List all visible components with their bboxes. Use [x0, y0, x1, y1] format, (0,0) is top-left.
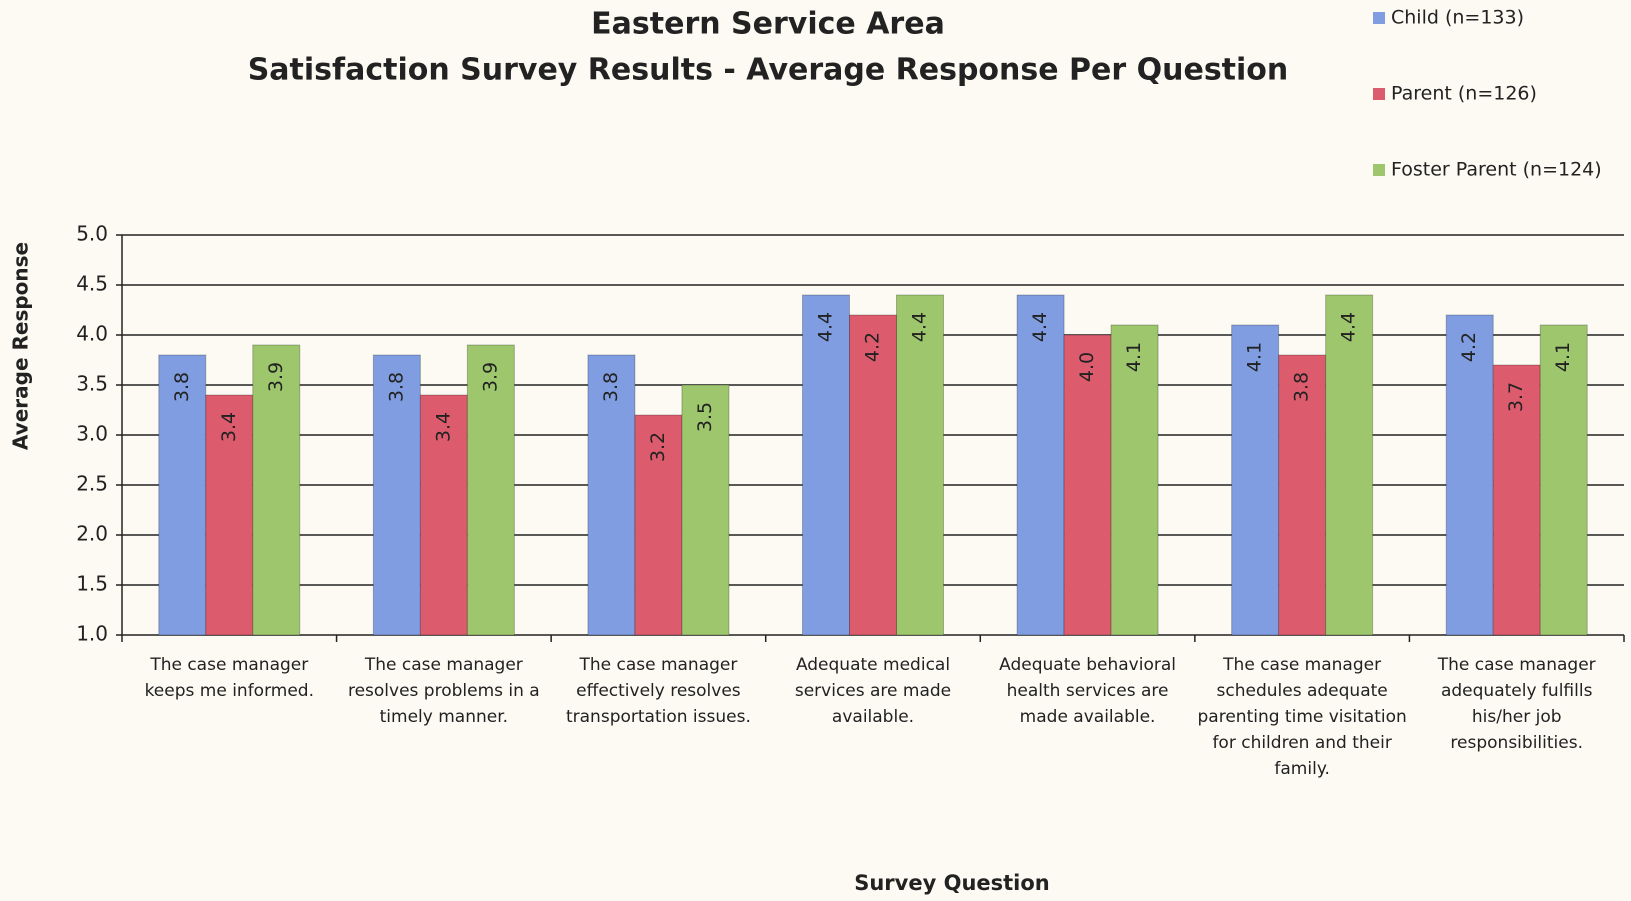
legend-label: Parent (n=126) — [1391, 83, 1537, 105]
bar — [1539, 324, 1588, 636]
value-label: 3.8 — [171, 372, 193, 402]
value-label: 3.4 — [218, 412, 240, 442]
y-tick-label: 1.0 — [76, 622, 108, 646]
value-label: 4.2 — [1458, 332, 1480, 362]
x-tick-label: The case manager effectively resolves tr… — [565, 655, 751, 727]
bar — [419, 394, 468, 636]
value-label: 3.4 — [432, 412, 454, 442]
y-tick-label: 3.5 — [76, 372, 108, 396]
bar — [1445, 314, 1494, 636]
x-tick-label: The case manager adequately fulfills his… — [1437, 655, 1596, 753]
legend-label: Child (n=133) — [1391, 7, 1524, 29]
x-tick-label: The case manager resolves problems in a … — [347, 655, 540, 727]
legend-swatch — [1373, 164, 1385, 176]
bar — [1278, 354, 1327, 636]
bar — [252, 344, 301, 636]
y-tick-label: 2.5 — [76, 472, 108, 496]
value-label: 3.2 — [647, 432, 669, 462]
y-axis-title: Average Response — [9, 242, 33, 450]
value-label: 3.8 — [1291, 372, 1313, 402]
chart-subtitle: Satisfaction Survey Results - Average Re… — [248, 53, 1289, 88]
legend-label: Foster Parent (n=124) — [1391, 159, 1602, 181]
bar — [158, 354, 207, 636]
value-label: 3.9 — [479, 362, 501, 392]
value-label: 3.5 — [694, 402, 716, 432]
value-label: 3.8 — [385, 372, 407, 402]
x-tick-label: Adequate behavioral health services are … — [999, 655, 1176, 727]
bar — [1231, 324, 1280, 636]
bar — [802, 294, 850, 636]
value-label: 4.4 — [1338, 312, 1360, 342]
y-tick-label: 4.5 — [76, 272, 108, 296]
value-label: 3.7 — [1505, 382, 1527, 412]
bar — [1016, 294, 1065, 636]
x-tick-label: Adequate medical services are made avail… — [794, 655, 952, 727]
bar — [1063, 334, 1112, 636]
bar — [681, 384, 730, 636]
y-tick-label: 3.0 — [76, 422, 108, 446]
bar — [466, 344, 515, 636]
y-tick-label: 2.0 — [76, 522, 108, 546]
chart-title: Eastern Service Area — [591, 7, 945, 42]
value-label: 4.4 — [1029, 312, 1051, 342]
bar — [1492, 364, 1541, 636]
x-tick-label: The case manager keeps me informed. — [144, 655, 314, 701]
value-label: 4.4 — [815, 312, 837, 342]
value-label: 4.4 — [909, 312, 931, 342]
bar — [587, 354, 636, 636]
bar — [849, 314, 897, 636]
bar — [372, 354, 421, 636]
bar — [1325, 294, 1374, 636]
value-label: 3.8 — [600, 372, 622, 402]
legend-swatch — [1373, 88, 1385, 100]
value-label: 4.1 — [1123, 342, 1145, 372]
bar — [896, 294, 944, 636]
x-tick-label: The case manager schedules adequate pare… — [1197, 655, 1407, 779]
legend-swatch — [1373, 12, 1385, 24]
y-tick-label: 4.0 — [76, 322, 108, 346]
bar — [1110, 324, 1159, 636]
value-label: 4.1 — [1552, 342, 1574, 372]
y-tick-label: 1.5 — [76, 572, 108, 596]
value-label: 4.2 — [862, 332, 884, 362]
bar — [205, 394, 254, 636]
value-label: 3.9 — [265, 362, 287, 392]
value-label: 4.0 — [1076, 352, 1098, 382]
y-tick-label: 5.0 — [76, 222, 108, 246]
x-axis-title: Survey Question — [854, 871, 1050, 895]
value-label: 4.1 — [1244, 342, 1266, 372]
